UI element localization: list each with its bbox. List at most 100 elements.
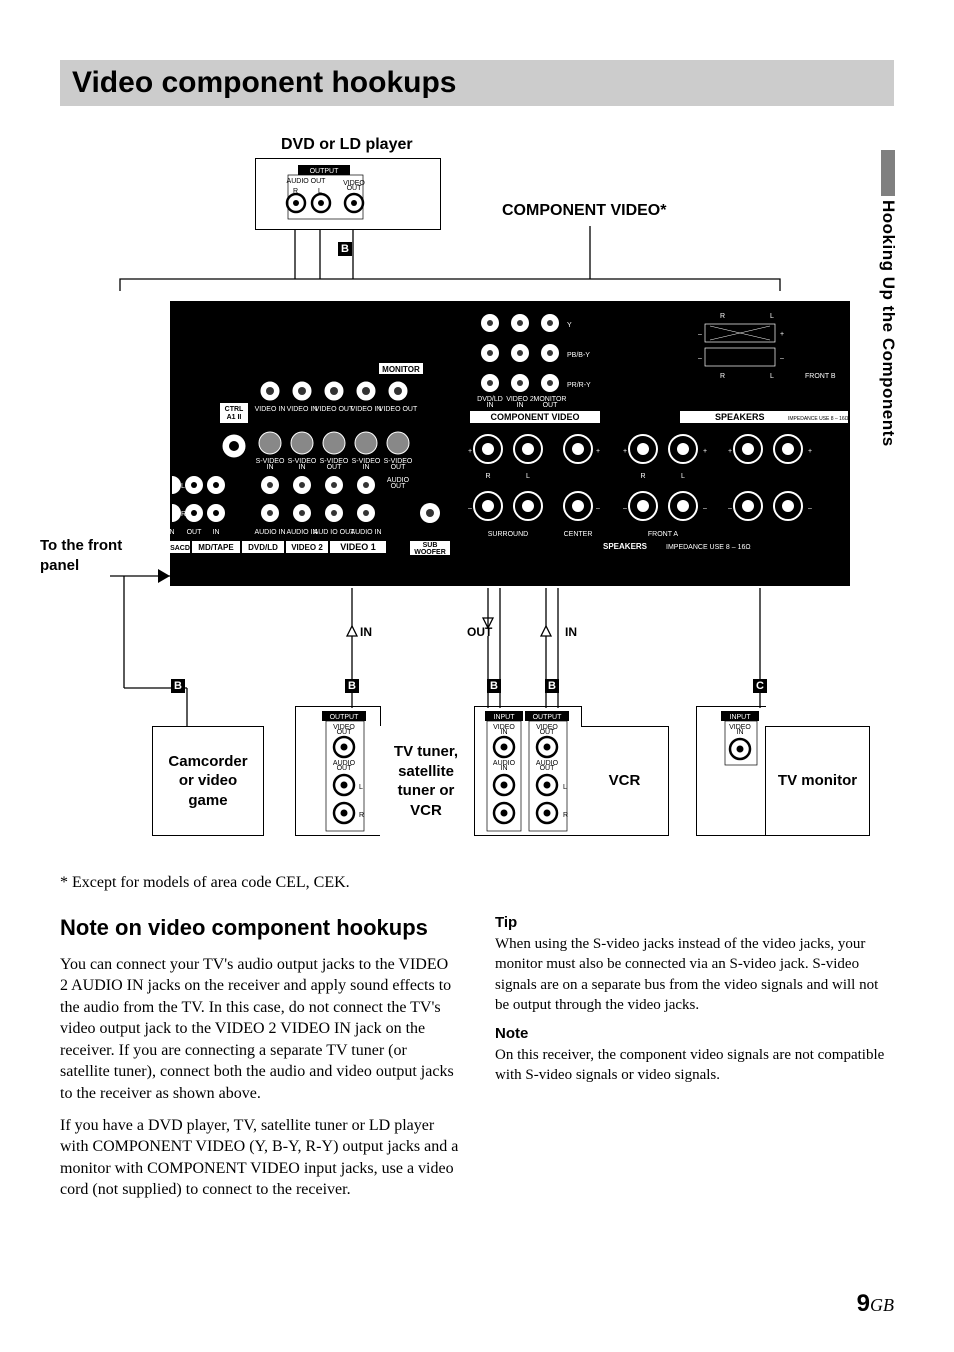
- svg-text:IN: IN: [501, 765, 508, 772]
- svg-text:OUT: OUT: [540, 765, 556, 772]
- svg-text:OUT: OUT: [391, 483, 407, 490]
- svg-text:–: –: [728, 505, 732, 512]
- svg-text:–: –: [703, 505, 707, 512]
- svg-text:–: –: [468, 505, 472, 512]
- left-p2: If you have a DVD player, TV, satellite …: [60, 1115, 459, 1201]
- svg-text:R: R: [720, 373, 725, 380]
- svg-text:–: –: [623, 505, 627, 512]
- svg-text:VIDEO 1: VIDEO 1: [340, 542, 376, 552]
- right-column: Tip When using the S-video jacks instead…: [495, 914, 894, 1211]
- svg-text:IN: IN: [267, 464, 274, 471]
- svg-text:IMPEDANCE USE 8 – 16Ω: IMPEDANCE USE 8 – 16Ω: [666, 544, 751, 551]
- svg-text:L: L: [681, 473, 685, 480]
- svg-text:L: L: [526, 473, 530, 480]
- svg-text:MD/TAPE: MD/TAPE: [198, 543, 234, 552]
- tv-tuner-jacks-box: OUTPUT VIDEO OUT AUDIO OUT L R: [295, 706, 381, 836]
- marker-b-4: B: [545, 679, 559, 693]
- svg-text:VIDEO OUT: VIDEO OUT: [315, 406, 354, 413]
- svg-text:–: –: [780, 355, 784, 362]
- svg-text:IN: IN: [487, 402, 494, 409]
- svg-text:OUT: OUT: [327, 464, 343, 471]
- note-body: On this receiver, the component video si…: [495, 1045, 894, 1086]
- svg-text:R: R: [485, 473, 490, 480]
- svg-text:N: N: [170, 529, 175, 536]
- left-column: Note on video component hookups You can …: [60, 914, 459, 1211]
- svg-text:VIDEO 2: VIDEO 2: [291, 543, 323, 552]
- svg-text:–: –: [808, 505, 812, 512]
- tv-monitor-label: TV monitor: [778, 771, 857, 791]
- svg-text:IN: IN: [737, 729, 744, 736]
- svg-text:–: –: [596, 505, 600, 512]
- page-title: Video component hookups: [72, 66, 456, 100]
- svg-text:IN: IN: [517, 402, 524, 409]
- svg-text:SPEAKERS: SPEAKERS: [603, 542, 648, 551]
- note-hookups-heading: Note on video component hookups: [60, 914, 459, 942]
- svg-text:OUT: OUT: [337, 765, 353, 772]
- svg-text:COMPONENT VIDEO: COMPONENT VIDEO: [490, 412, 579, 422]
- svg-text:IN: IN: [299, 464, 306, 471]
- svg-text:SPEAKERS: SPEAKERS: [715, 412, 765, 422]
- svg-text:OUTPUT: OUTPUT: [330, 714, 360, 721]
- svg-text:SACD: SACD: [170, 545, 190, 552]
- svg-text:L: L: [359, 784, 363, 791]
- svg-text:R: R: [359, 812, 364, 819]
- svg-text:AUDIO IN: AUDIO IN: [350, 529, 381, 536]
- camcorder-box: Camcorderor videogame: [152, 726, 264, 836]
- svg-text:–: –: [698, 355, 702, 362]
- vcr-label-box: VCR: [581, 726, 669, 836]
- in-label-2: IN: [565, 625, 577, 639]
- svg-text:PB/B-Y: PB/B-Y: [567, 352, 590, 359]
- svg-text:CTRL: CTRL: [225, 406, 244, 413]
- page-number-value: 9: [857, 1290, 870, 1317]
- page-number: 9GB: [857, 1290, 894, 1318]
- out-label-1: OUT: [467, 625, 493, 639]
- svg-text:+: +: [808, 448, 812, 455]
- svg-text:+: +: [780, 331, 784, 338]
- svg-text:L: L: [770, 313, 774, 320]
- svg-text:L: L: [181, 483, 185, 490]
- marker-b-2: B: [345, 679, 359, 693]
- svg-text:A1 II: A1 II: [227, 414, 242, 421]
- tv-tuner-label: TV tuner,satellitetuner orVCR: [394, 742, 458, 820]
- svg-text:SURROUND: SURROUND: [488, 531, 528, 538]
- tip-body: When using the S-video jacks instead of …: [495, 934, 894, 1015]
- svg-text:SUB: SUB: [423, 542, 438, 549]
- svg-text:OUT: OUT: [187, 529, 203, 536]
- vcr-jacks-box: INPUT OUTPUT VIDEO IN VIDEO OUT AUDIO IN…: [474, 706, 582, 836]
- svg-text:AUD IO OUT: AUD IO OUT: [314, 529, 356, 536]
- svg-text:INPUT: INPUT: [494, 714, 516, 721]
- svg-text:IN: IN: [501, 729, 508, 736]
- text-columns: Note on video component hookups You can …: [60, 914, 894, 1211]
- svg-text:VIDEO IN: VIDEO IN: [351, 406, 382, 413]
- camcorder-label: Camcorderor videogame: [168, 752, 247, 811]
- tv-monitor-label-box: TV monitor: [765, 726, 870, 836]
- svg-text:IMPEDANCE USE 8 – 16Ω: IMPEDANCE USE 8 – 16Ω: [788, 416, 849, 422]
- svg-text:Y: Y: [567, 322, 572, 329]
- svg-text:FRONT A: FRONT A: [648, 531, 679, 538]
- svg-text:+: +: [623, 448, 627, 455]
- svg-text:PR/R-Y: PR/R-Y: [567, 382, 591, 389]
- svg-text:AUDIO IN: AUDIO IN: [254, 529, 285, 536]
- page-region: GB: [870, 1295, 894, 1315]
- svg-text:+: +: [468, 448, 472, 455]
- tv-tuner-label-box: TV tuner,satellitetuner orVCR: [380, 726, 472, 836]
- svg-text:VIDEO IN: VIDEO IN: [287, 406, 318, 413]
- tip-heading: Tip: [495, 914, 894, 931]
- svg-text:OUT: OUT: [543, 402, 559, 409]
- marker-c-1: C: [753, 679, 767, 693]
- svg-text:+: +: [596, 448, 600, 455]
- svg-text:MONITOR: MONITOR: [382, 365, 420, 374]
- title-bar: Video component hookups: [60, 60, 894, 106]
- note-heading: Note: [495, 1025, 894, 1042]
- svg-text:IN: IN: [363, 464, 370, 471]
- svg-text:IN: IN: [213, 529, 220, 536]
- svg-text:+: +: [728, 448, 732, 455]
- svg-text:VIDEO IN: VIDEO IN: [255, 406, 286, 413]
- svg-text:VIDEO OUT: VIDEO OUT: [379, 406, 418, 413]
- tv-monitor-jacks-box: INPUT VIDEO IN: [696, 706, 766, 836]
- svg-text:CENTER: CENTER: [564, 531, 593, 538]
- vcr-label: VCR: [609, 771, 641, 791]
- svg-text:R: R: [181, 511, 186, 518]
- hookup-diagram: DVD or LD player OUTPUT AUDIO OUT VIDEO …: [60, 136, 894, 856]
- svg-text:L: L: [563, 784, 567, 791]
